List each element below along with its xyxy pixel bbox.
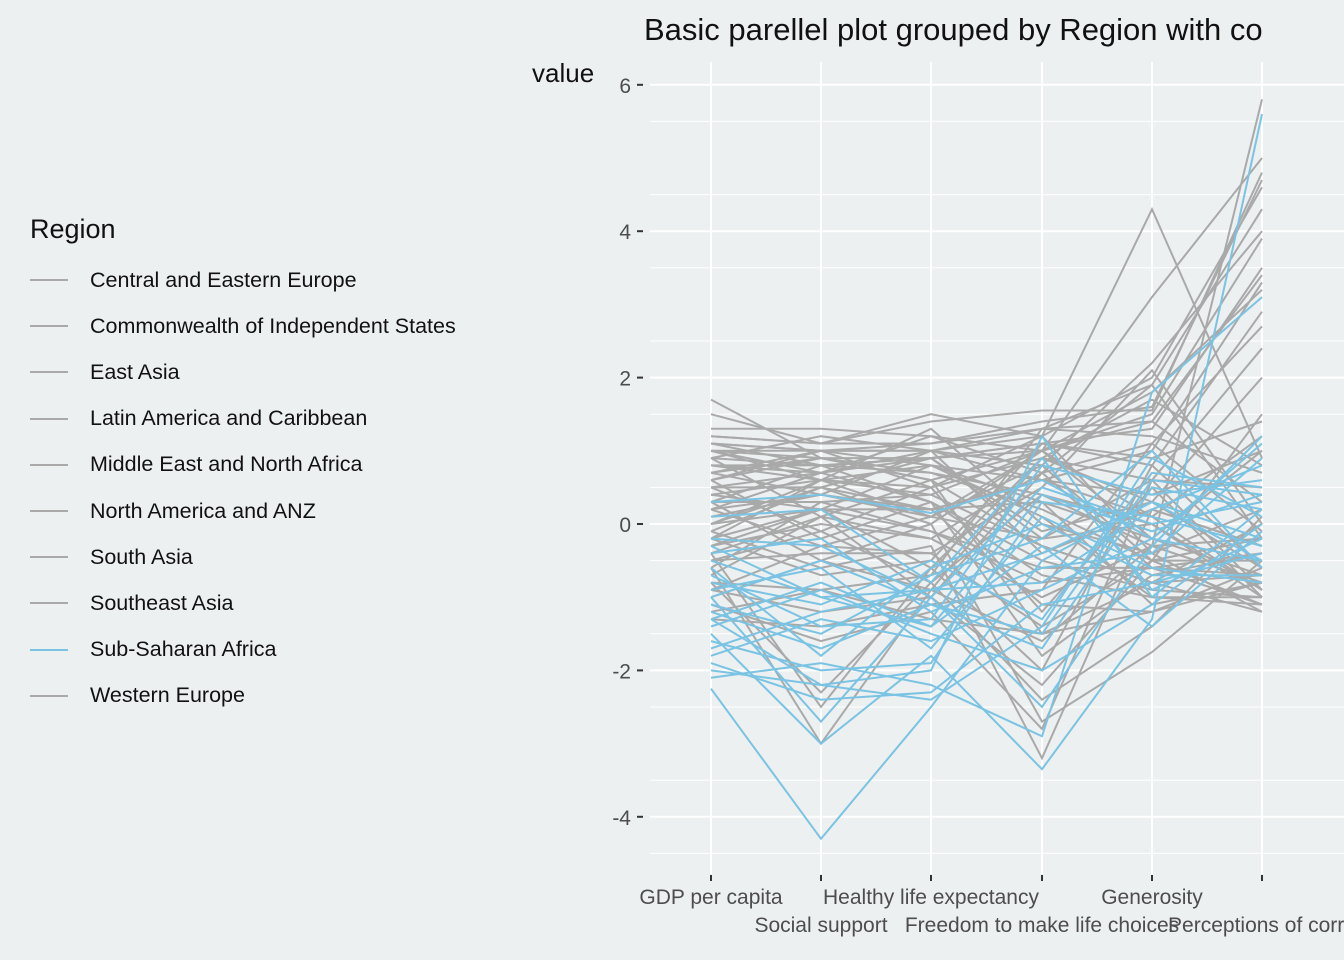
legend-item: Latin America and Caribbean [30, 396, 456, 442]
legend-label: Sub-Saharan Africa [90, 637, 277, 662]
series-line [710, 478, 1263, 731]
legend-item: Western Europe [30, 673, 456, 719]
series-line-highlight [710, 479, 1263, 562]
series-line-highlight [710, 471, 1263, 621]
y-tick-label: 2 [619, 368, 631, 391]
series-line-highlight [710, 552, 1263, 701]
series-line [710, 186, 1263, 452]
series-line-highlight [710, 434, 1263, 687]
y-tick-label: -4 [612, 807, 631, 830]
legend: Region Central and Eastern Europe Commonw… [30, 214, 456, 719]
series-line-highlight [710, 464, 1263, 628]
series-line [710, 457, 1263, 540]
series-line-highlight [710, 500, 1263, 599]
series-line-highlight [710, 523, 1263, 672]
series-line [710, 449, 1263, 606]
chart-title: Basic parellel plot grouped by Region wi… [644, 12, 1263, 47]
legend-key [30, 371, 68, 374]
y-tick-label: 6 [619, 75, 631, 98]
y-tick-label: 4 [619, 221, 631, 244]
y-axis: -4 -2 0 2 4 6 [612, 75, 643, 830]
series-line [710, 206, 1263, 459]
series-line [710, 311, 1263, 467]
legend-key [30, 463, 68, 466]
legend-item: Sub-Saharan Africa [30, 627, 456, 673]
legend-item: Commonwealth of Independent States [30, 303, 456, 349]
x-tick-label: Freedom to make life choices [905, 914, 1179, 937]
legend-label: Latin America and Caribbean [90, 406, 368, 431]
legend-item: Southeast Asia [30, 580, 456, 626]
x-axis: GDP per capita Social support Healthy life… [639, 875, 1344, 937]
legend-item: South Asia [30, 534, 456, 580]
x-tick-label: GDP per capita [639, 886, 783, 909]
legend-key [30, 325, 68, 328]
series-line [710, 434, 1263, 613]
legend-key [30, 556, 68, 559]
legend-label: Central and Eastern Europe [90, 267, 357, 292]
legend-title: Region [30, 214, 116, 244]
legend-label: Western Europe [90, 683, 245, 708]
series-line [710, 501, 1263, 724]
legend-key [30, 694, 68, 697]
legend-label: Middle East and North Africa [90, 452, 363, 477]
series-line [710, 237, 1263, 460]
series-line-highlight [710, 442, 1263, 657]
x-tick-label: Generosity [1101, 886, 1203, 909]
legend-label: East Asia [90, 359, 180, 384]
legend-item: Central and Eastern Europe [30, 257, 456, 303]
legend-key [30, 279, 68, 282]
series-line-highlight [710, 113, 1263, 771]
series-line-highlight [710, 456, 1263, 701]
legend-key [30, 602, 68, 605]
legend-key [30, 417, 68, 420]
series-line [710, 456, 1263, 570]
legend-label: Commonwealth of Independent States [90, 313, 456, 338]
series-line-highlight [710, 486, 1263, 650]
legend-item: East Asia [30, 349, 456, 395]
series-line-highlight [710, 449, 1263, 635]
series-line [710, 435, 1263, 533]
legend-label: South Asia [90, 544, 193, 569]
x-tick-label: Healthy life expectancy [823, 886, 1039, 909]
series-line [710, 515, 1263, 599]
legend-item: North America and ANZ [30, 488, 456, 534]
x-tick-label: Perceptions of corru [1168, 914, 1344, 937]
legend-label: North America and ANZ [90, 498, 316, 523]
x-tick-label: Social support [754, 914, 887, 937]
legend-key [30, 510, 68, 513]
legend-key [30, 648, 68, 651]
legend-label: Southeast Asia [90, 590, 234, 615]
legend-items: Central and Eastern Europe Commonwealth o… [30, 257, 456, 719]
y-tick-label: 0 [619, 514, 631, 537]
series-line-highlight [710, 522, 1262, 658]
series-line [710, 449, 1263, 496]
series-line-highlight [710, 456, 1263, 592]
y-tick-label: -2 [612, 660, 631, 683]
series-line [710, 537, 1263, 687]
series-line [710, 179, 1263, 445]
series-line [710, 230, 1263, 467]
y-axis-label: value [532, 58, 594, 88]
series-line-highlight [710, 500, 1263, 841]
legend-item: Middle East and North Africa [30, 442, 456, 488]
highlighted-region-lines [710, 113, 1263, 841]
series-line [710, 508, 1263, 569]
grid-lines [650, 62, 1344, 874]
series-line [710, 471, 1263, 599]
series-line [710, 479, 1263, 658]
series-line [711, 208, 1263, 452]
